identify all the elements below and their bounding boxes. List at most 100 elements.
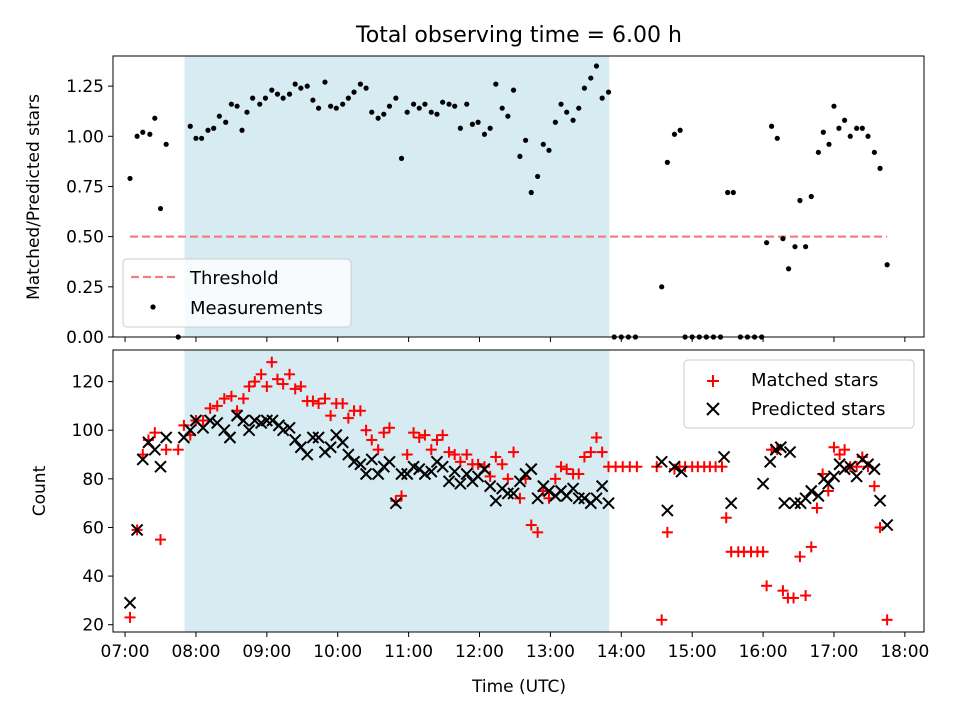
measurement-point: [871, 149, 877, 155]
matched-point: [578, 451, 590, 463]
measurement-point: [386, 103, 393, 109]
y-tick-label: 20: [82, 616, 104, 636]
matched-point: [307, 395, 319, 407]
matched-point: [561, 463, 573, 475]
predicted-point: [230, 409, 244, 422]
measurement-point: [292, 81, 298, 87]
predicted-point: [668, 460, 681, 473]
matched-point: [378, 427, 390, 439]
measurement-point: [792, 244, 798, 250]
measurement-point: [774, 135, 780, 141]
matched-point: [295, 380, 307, 392]
matched-point: [261, 380, 273, 392]
matched-point: [496, 458, 508, 470]
bottom-legend: Matched stars Predicted stars: [683, 359, 915, 429]
measurement-point: [464, 101, 470, 107]
matched-point: [160, 444, 172, 456]
measurement-point: [599, 95, 605, 101]
measurement-point: [127, 175, 133, 182]
matched-point: [757, 546, 769, 558]
predicted-point: [359, 467, 373, 481]
top-y-axis-label: Matched/Predicted stars: [24, 94, 44, 300]
predicted-point: [822, 477, 835, 490]
measurement-point: [826, 141, 832, 147]
measurement-point: [310, 97, 316, 103]
y-tick: 80: [82, 470, 113, 490]
predicted-point: [306, 431, 320, 444]
predicted-point: [395, 467, 408, 481]
predicted-point: [478, 462, 491, 476]
predicted-point: [483, 479, 497, 493]
measurement-point: [147, 131, 153, 137]
matched-point: [284, 368, 296, 380]
measurement-point: [836, 125, 842, 131]
matched-point: [822, 485, 834, 497]
x-tick-label: 12:00: [455, 642, 504, 662]
measurement-point: [884, 262, 890, 268]
x-tick-label: 18:00: [880, 642, 929, 662]
matched-point: [255, 368, 267, 380]
x-tick-label: 10:00: [313, 642, 362, 662]
matched-point: [484, 470, 496, 482]
matched-point: [243, 380, 255, 392]
predicted-point: [436, 460, 449, 473]
measurement-point: [228, 101, 234, 107]
x-tick-label: 15:00: [668, 642, 717, 662]
measurement-point: [605, 89, 612, 95]
measurement-point: [398, 155, 405, 161]
measurement-point: [581, 85, 588, 91]
measurement-point: [677, 127, 683, 133]
x-tick: 09:00: [242, 632, 291, 662]
x-tick: 17:00: [809, 632, 858, 662]
matched-point: [354, 405, 366, 417]
measurement-point: [274, 91, 281, 97]
measurement-point: [257, 101, 263, 107]
predicted-point: [324, 441, 337, 454]
x-tick-label: 11:00: [384, 642, 433, 662]
predicted-point: [248, 414, 261, 427]
x-tick: 16:00: [739, 632, 788, 662]
measurement-point: [842, 117, 848, 123]
predicted-point: [130, 523, 144, 537]
predicted-point: [301, 448, 314, 461]
predicted-point: [184, 424, 197, 437]
predicted-point: [448, 465, 461, 478]
predicted-point: [223, 431, 237, 444]
predicted-point: [312, 431, 325, 444]
matched-point: [834, 449, 846, 461]
matched-point: [777, 585, 789, 597]
measurement-point: [764, 240, 770, 246]
x-tick-label: 09:00: [242, 642, 291, 662]
matched-point: [154, 534, 166, 546]
measurement-point: [499, 105, 505, 111]
measurement-point: [345, 95, 351, 101]
measurement-point: [510, 87, 517, 93]
measurement-point: [134, 133, 140, 139]
measurement-point: [328, 103, 334, 109]
predicted-point: [861, 458, 875, 471]
measurement-point: [223, 119, 229, 125]
matched-point: [211, 400, 223, 412]
x-tick: 12:00: [455, 632, 504, 662]
matched-point: [289, 383, 301, 395]
predicted-point: [365, 453, 378, 466]
measurement-point: [854, 125, 860, 131]
matched-point: [172, 444, 184, 456]
measurement-point: [304, 83, 310, 89]
y-tick: 60: [82, 518, 113, 538]
x-tick-label: 07:00: [101, 642, 150, 662]
measurement-point: [440, 99, 446, 105]
measurement-point: [269, 87, 275, 93]
matched-point: [342, 412, 354, 424]
matched-point: [514, 492, 526, 504]
measurement-point: [211, 125, 217, 131]
matched-point: [454, 456, 466, 468]
top-panel: 0.00 0.25 0.50 0.75 1.00 1.25 Matched/Predict…: [24, 55, 925, 348]
x-tick-label: 14:00: [597, 642, 646, 662]
predicted-point: [844, 460, 857, 473]
measurement-point: [152, 115, 158, 121]
matched-point: [396, 490, 408, 502]
predicted-point: [237, 414, 250, 427]
predicted-point: [756, 477, 770, 490]
matched-point: [413, 432, 425, 444]
